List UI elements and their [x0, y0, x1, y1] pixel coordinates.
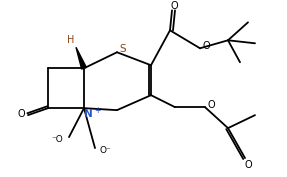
Text: O: O [202, 41, 210, 51]
Text: ⁻O: ⁻O [51, 135, 63, 144]
Text: O: O [207, 100, 215, 110]
Text: H: H [67, 35, 75, 45]
Text: O⁻: O⁻ [99, 145, 111, 155]
Text: O: O [17, 109, 25, 119]
Text: N: N [84, 109, 92, 119]
Text: O: O [244, 160, 252, 170]
Text: +: + [94, 106, 100, 115]
Text: O: O [170, 1, 178, 11]
Text: S: S [120, 44, 126, 54]
Polygon shape [76, 47, 86, 69]
